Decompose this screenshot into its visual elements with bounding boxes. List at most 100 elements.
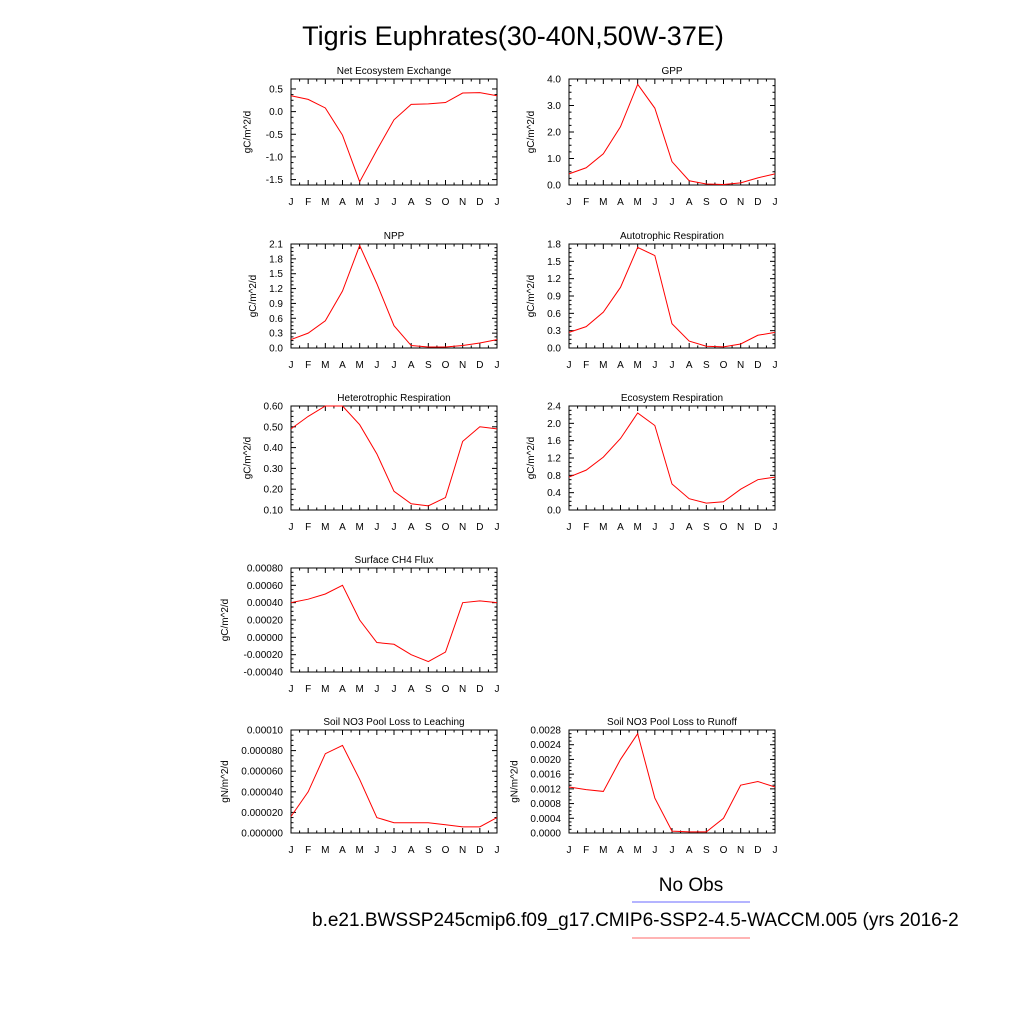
x-tick-label: J xyxy=(289,684,294,695)
y-tick-label: -1.0 xyxy=(266,152,284,163)
y-tick-label: 0.00060 xyxy=(247,581,284,592)
x-tick-label: D xyxy=(476,197,483,208)
x-tick-label: A xyxy=(408,684,415,695)
x-tick-label: D xyxy=(754,522,761,533)
x-tick-label: F xyxy=(305,522,311,533)
x-tick-label: O xyxy=(442,845,450,856)
x-tick-label: J xyxy=(392,522,397,533)
x-tick-label: M xyxy=(355,684,363,695)
x-tick-label: J xyxy=(773,197,778,208)
x-tick-label: A xyxy=(408,197,415,208)
x-tick-label: N xyxy=(737,845,744,856)
y-tick-label: 0.00020 xyxy=(247,616,284,627)
x-tick-label: N xyxy=(459,197,466,208)
x-tick-label: J xyxy=(392,845,397,856)
x-tick-label: A xyxy=(339,684,346,695)
x-tick-label: S xyxy=(703,522,710,533)
x-tick-label: J xyxy=(495,360,500,371)
x-tick-label: S xyxy=(425,845,432,856)
y-tick-label: 1.2 xyxy=(547,454,561,465)
y-tick-label: 0.9 xyxy=(547,292,561,303)
x-tick-label: J xyxy=(670,360,675,371)
y-tick-label: 0.0 xyxy=(547,506,561,517)
y-axis-label: gC/m^2/d xyxy=(248,275,259,318)
y-tick-label: 0.10 xyxy=(264,506,284,517)
x-tick-label: A xyxy=(686,522,693,533)
panel-title: Net Ecosystem Exchange xyxy=(337,66,452,77)
x-tick-label: A xyxy=(339,522,346,533)
y-tick-label: 0.8 xyxy=(547,471,561,482)
x-tick-label: J xyxy=(652,197,657,208)
y-tick-label: 0.50 xyxy=(264,422,284,433)
y-tick-label: 0.0016 xyxy=(530,770,561,781)
x-tick-label: M xyxy=(355,360,363,371)
plot-frame xyxy=(290,567,498,673)
x-tick-label: O xyxy=(442,360,450,371)
x-tick-label: M xyxy=(321,522,329,533)
x-tick-label: S xyxy=(425,197,432,208)
y-tick-label: 0.30 xyxy=(264,464,284,475)
series-line-gpp xyxy=(568,83,776,185)
panel-title: NPP xyxy=(384,231,405,242)
x-tick-label: J xyxy=(392,684,397,695)
x-tick-label: A xyxy=(617,360,624,371)
x-tick-label: J xyxy=(392,197,397,208)
y-tick-label: 0.00040 xyxy=(247,598,284,609)
x-tick-label: A xyxy=(339,197,346,208)
y-tick-label: 0.0 xyxy=(547,344,561,355)
y-tick-label: 0.0004 xyxy=(530,814,561,825)
x-tick-label: A xyxy=(408,522,415,533)
x-tick-label: F xyxy=(583,360,589,371)
panel-title: Heterotrophic Respiration xyxy=(337,393,450,404)
y-tick-label: 0.5 xyxy=(269,84,283,95)
x-tick-label: S xyxy=(703,845,710,856)
x-tick-label: S xyxy=(703,197,710,208)
x-tick-label: A xyxy=(686,197,693,208)
y-axis-label: gC/m^2/d xyxy=(526,111,537,154)
y-tick-label: 0.000040 xyxy=(241,787,283,798)
x-tick-label: N xyxy=(737,360,744,371)
x-tick-label: O xyxy=(720,197,728,208)
y-tick-label: 1.0 xyxy=(547,154,561,165)
y-axis-label: gC/m^2/d xyxy=(243,437,254,480)
x-tick-label: A xyxy=(686,845,693,856)
x-tick-label: J xyxy=(392,360,397,371)
x-tick-label: N xyxy=(459,845,466,856)
x-tick-label: N xyxy=(459,684,466,695)
panel-title: Soil NO3 Pool Loss to Leaching xyxy=(323,717,464,728)
y-tick-label: 0.000060 xyxy=(241,767,283,778)
x-tick-label: J xyxy=(495,197,500,208)
x-tick-label: M xyxy=(355,197,363,208)
x-tick-label: J xyxy=(289,845,294,856)
x-tick-label: J xyxy=(652,845,657,856)
x-tick-label: J xyxy=(652,522,657,533)
x-tick-label: O xyxy=(442,684,450,695)
x-tick-label: M xyxy=(633,197,641,208)
x-tick-label: A xyxy=(617,522,624,533)
x-tick-label: M xyxy=(321,845,329,856)
y-tick-label: 0.0008 xyxy=(530,799,561,810)
x-tick-label: J xyxy=(652,360,657,371)
x-tick-label: J xyxy=(670,845,675,856)
x-tick-label: J xyxy=(374,845,379,856)
y-tick-label: 0.00000 xyxy=(247,633,284,644)
series-line-heterotrophic-respiration xyxy=(290,405,498,507)
panel-title: Surface CH4 Flux xyxy=(355,555,434,566)
x-tick-label: A xyxy=(339,845,346,856)
x-tick-label: N xyxy=(737,197,744,208)
x-tick-label: D xyxy=(476,360,483,371)
y-tick-label: 2.1 xyxy=(269,240,283,251)
x-tick-label: J xyxy=(567,360,572,371)
y-tick-label: 0.0028 xyxy=(530,726,561,737)
x-tick-label: A xyxy=(339,360,346,371)
x-tick-label: M xyxy=(321,360,329,371)
x-tick-label: D xyxy=(476,845,483,856)
x-tick-label: F xyxy=(305,197,311,208)
x-tick-label: S xyxy=(703,360,710,371)
x-tick-label: M xyxy=(599,522,607,533)
x-tick-label: O xyxy=(720,845,728,856)
